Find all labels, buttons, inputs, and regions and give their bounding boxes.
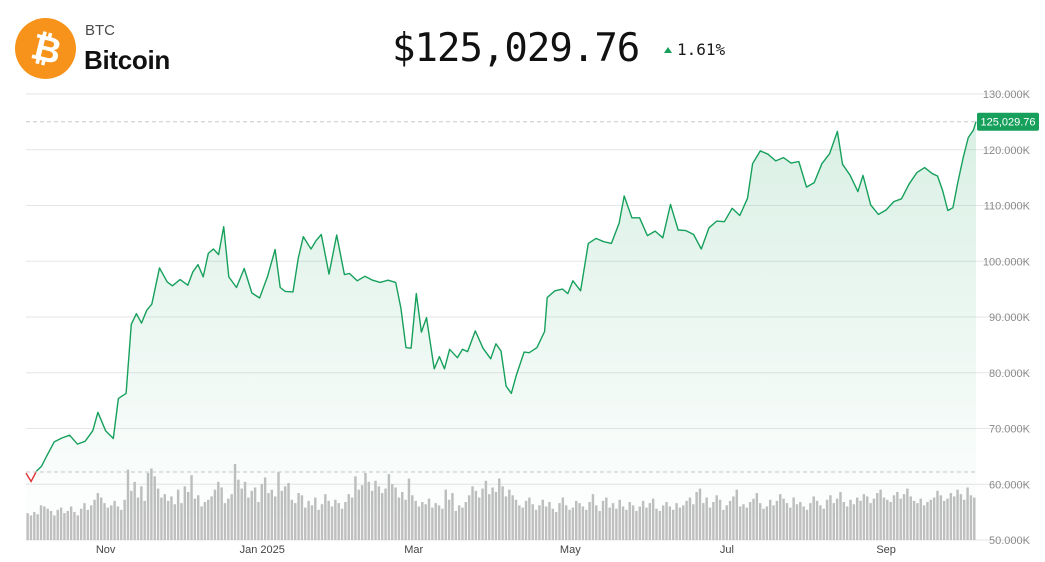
last-price-badge bbox=[977, 112, 1039, 131]
change-percent: 1.61% bbox=[677, 40, 726, 59]
price-line bbox=[35, 121, 977, 472]
y-tick-label: 70.000K bbox=[989, 424, 1031, 436]
last-price-label: 125,029.76 bbox=[980, 117, 1035, 129]
y-tick-label: 130.000K bbox=[983, 89, 1031, 101]
asset-name: Bitcoin bbox=[84, 45, 171, 75]
y-tick-label: 120.000K bbox=[983, 145, 1031, 157]
x-tick-label: Jul bbox=[720, 544, 734, 556]
current-price: $125,029.76 bbox=[392, 26, 640, 71]
y-tick-label: 50.000K bbox=[989, 535, 1031, 547]
x-tick-label: Jan 2025 bbox=[240, 544, 285, 556]
price-line-down bbox=[25, 471, 37, 483]
y-tick-label: 90.000K bbox=[989, 312, 1031, 324]
x-tick-label: May bbox=[560, 544, 581, 556]
y-tick-label: 100.000K bbox=[983, 256, 1031, 268]
bitcoin-logo-icon: ₿ bbox=[15, 18, 76, 79]
price-change: 1.61% bbox=[664, 40, 725, 59]
x-tick-label: Sep bbox=[876, 544, 896, 556]
asset-symbol: BTC bbox=[85, 22, 115, 39]
x-tick-label: Nov bbox=[96, 544, 116, 556]
y-tick-label: 110.000K bbox=[984, 201, 1031, 213]
x-tick-label: Mar bbox=[404, 544, 423, 556]
y-tick-label: 80.000K bbox=[989, 368, 1031, 380]
up-arrow-icon bbox=[664, 46, 672, 53]
y-tick-label: 60.000K bbox=[989, 479, 1031, 491]
price-area bbox=[26, 121, 976, 540]
